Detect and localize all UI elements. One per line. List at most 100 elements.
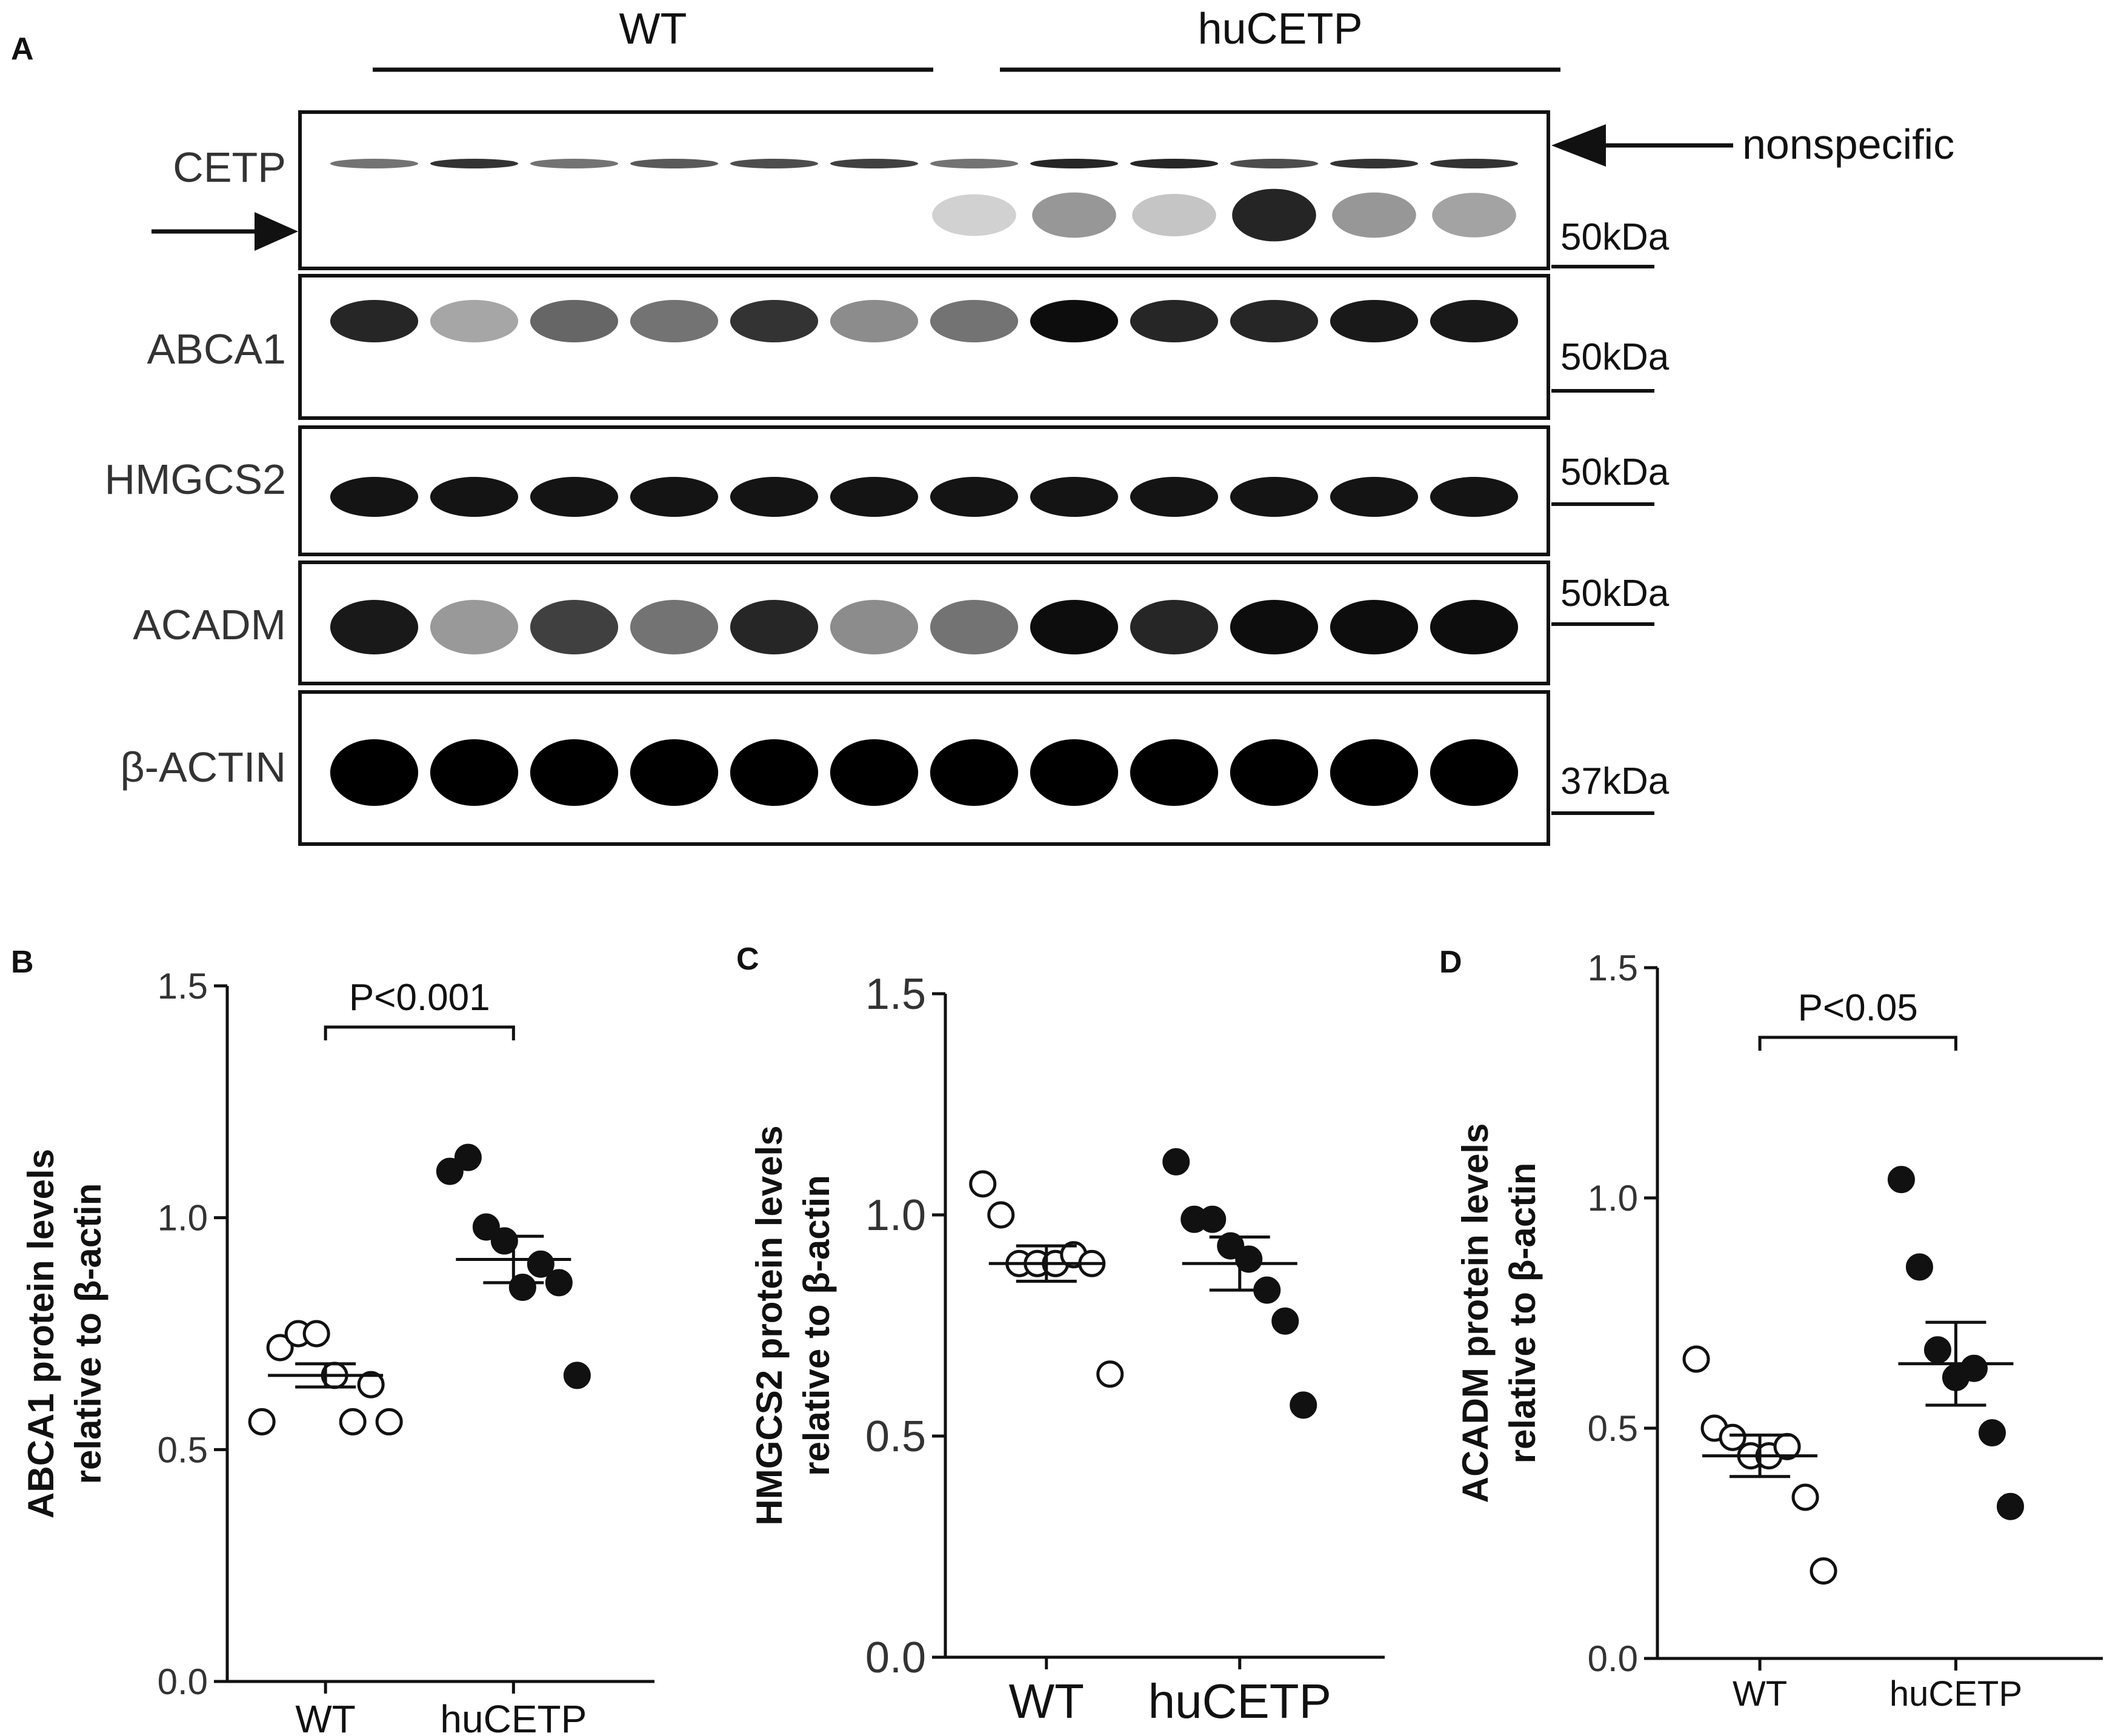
data-point — [1996, 1492, 2024, 1520]
chart-panel-b: B 0.0 0.5 1.0 1.5 WT huCETP ABCA1 protein level… — [11, 945, 654, 1736]
data-point — [302, 1320, 330, 1348]
data-point — [375, 1408, 403, 1435]
blot-band — [1130, 739, 1219, 806]
y-axis-label-line: HMGCS2 protein levels — [749, 1125, 790, 1525]
blot-band — [1430, 739, 1519, 806]
blot-band — [430, 477, 519, 517]
blot-band — [1430, 159, 1519, 168]
data-point — [1923, 1336, 1951, 1364]
blot-band — [630, 300, 719, 342]
y-tick-label: 1.5 — [865, 970, 926, 1019]
data-point — [248, 1408, 276, 1435]
panel-letter-c: C — [736, 942, 759, 977]
blot-band — [730, 477, 819, 517]
data-point — [1719, 1423, 1746, 1451]
blot-band-cetp — [932, 194, 1016, 236]
blot-band — [1330, 600, 1419, 654]
blot-band — [530, 159, 619, 168]
y-tick-label: 1.5 — [1588, 948, 1638, 988]
blot-band — [1030, 477, 1119, 517]
y-tick-label: 1.5 — [158, 966, 208, 1006]
blot-band — [630, 600, 719, 654]
blot-band — [1430, 477, 1519, 517]
blot-band — [530, 477, 619, 517]
x-category-label: WT — [295, 1697, 356, 1736]
blot-band — [530, 300, 619, 342]
significance-bracket — [324, 1025, 515, 1040]
data-point — [563, 1362, 591, 1389]
blot-band — [1230, 300, 1319, 342]
y-axis-label-line: relative to β-actin — [68, 1183, 108, 1485]
blot-band — [830, 739, 919, 806]
blot-band — [730, 159, 819, 168]
chart-panel-d: D 0.0 0.5 1.0 1.5 WT huCETP ACADM protein level… — [1439, 945, 2103, 1714]
data-point — [527, 1250, 554, 1278]
data-point — [1096, 1360, 1124, 1388]
y-axis-label-line: ACADM protein levels — [1455, 1123, 1496, 1503]
blot-band — [930, 300, 1019, 342]
blot-band — [930, 739, 1019, 806]
blot-band — [430, 600, 519, 654]
chart-panel-c: C 0.0 0.5 1.0 1.5 WT huCETP HMGCS2 protein leve… — [736, 942, 1385, 1728]
blot-band — [1230, 600, 1319, 654]
blot-row-label: CETP — [173, 144, 286, 191]
data-point — [1235, 1245, 1263, 1273]
blot-band — [430, 300, 519, 342]
data-point — [1791, 1483, 1819, 1511]
blot-band — [530, 739, 619, 806]
y-tick-label: 0.5 — [1588, 1408, 1638, 1449]
data-point — [1810, 1557, 1837, 1585]
y-tick-label: 0.5 — [158, 1429, 208, 1470]
y-axis-label: ABCA1 protein levels relative to β-actin — [21, 1149, 108, 1518]
blot-band — [1030, 739, 1119, 806]
marker-label: 37kDa — [1560, 760, 1670, 802]
data-point — [1978, 1419, 2006, 1447]
blot-band — [1230, 159, 1319, 168]
blot-band — [1030, 600, 1119, 654]
blot-band — [1330, 159, 1419, 168]
western-blot-panel: A WT huCETP CETP 50kDa ABCA1 50kDa HMGCS2 50kDa A… — [11, 5, 1954, 846]
blot-band — [1130, 300, 1219, 342]
data-point — [357, 1371, 385, 1398]
blot-band-cetp — [1032, 192, 1116, 238]
blot-band — [1130, 600, 1219, 654]
blot-band — [1330, 739, 1419, 806]
data-point — [1217, 1232, 1245, 1260]
blot-band — [930, 477, 1019, 517]
blot-band — [430, 159, 519, 168]
panel-letter-b: B — [11, 945, 34, 980]
data-point — [339, 1408, 367, 1435]
significance-bracket — [1758, 1036, 1957, 1051]
marker-label: 50kDa — [1560, 216, 1670, 258]
y-axis-label-line: relative to β-actin — [796, 1175, 837, 1476]
blot-band-cetp — [1432, 193, 1516, 238]
nonspecific-arrow-head — [1551, 124, 1606, 167]
x-category-label: huCETP — [1890, 1674, 2022, 1714]
blot-band — [730, 739, 819, 806]
x-category-label: WT — [1733, 1674, 1787, 1714]
data-point — [969, 1170, 997, 1198]
blot-band — [330, 739, 419, 806]
y-tick-label: 1.0 — [158, 1198, 208, 1239]
blot-band — [830, 300, 919, 342]
blot-row-label: β-ACTIN — [120, 743, 286, 791]
blot-band — [730, 600, 819, 654]
data-point — [545, 1269, 573, 1297]
marker-label: 50kDa — [1560, 573, 1670, 614]
data-point — [1887, 1166, 1915, 1194]
panel-letter-a: A — [11, 32, 34, 67]
blot-band — [1430, 300, 1519, 342]
y-tick-label: 0.0 — [865, 1634, 926, 1682]
blot-band — [830, 477, 919, 517]
blot-band — [1130, 477, 1219, 517]
x-category-label: huCETP — [440, 1697, 587, 1736]
significance-label: P<0.001 — [349, 977, 490, 1019]
x-category-label: WT — [1009, 1674, 1084, 1728]
group-label-wt: WT — [619, 5, 687, 53]
blot-band — [330, 159, 419, 168]
cetp-arrow-head — [255, 212, 298, 251]
data-point — [454, 1143, 482, 1171]
blot-band — [830, 159, 919, 168]
blot-band — [930, 600, 1019, 654]
